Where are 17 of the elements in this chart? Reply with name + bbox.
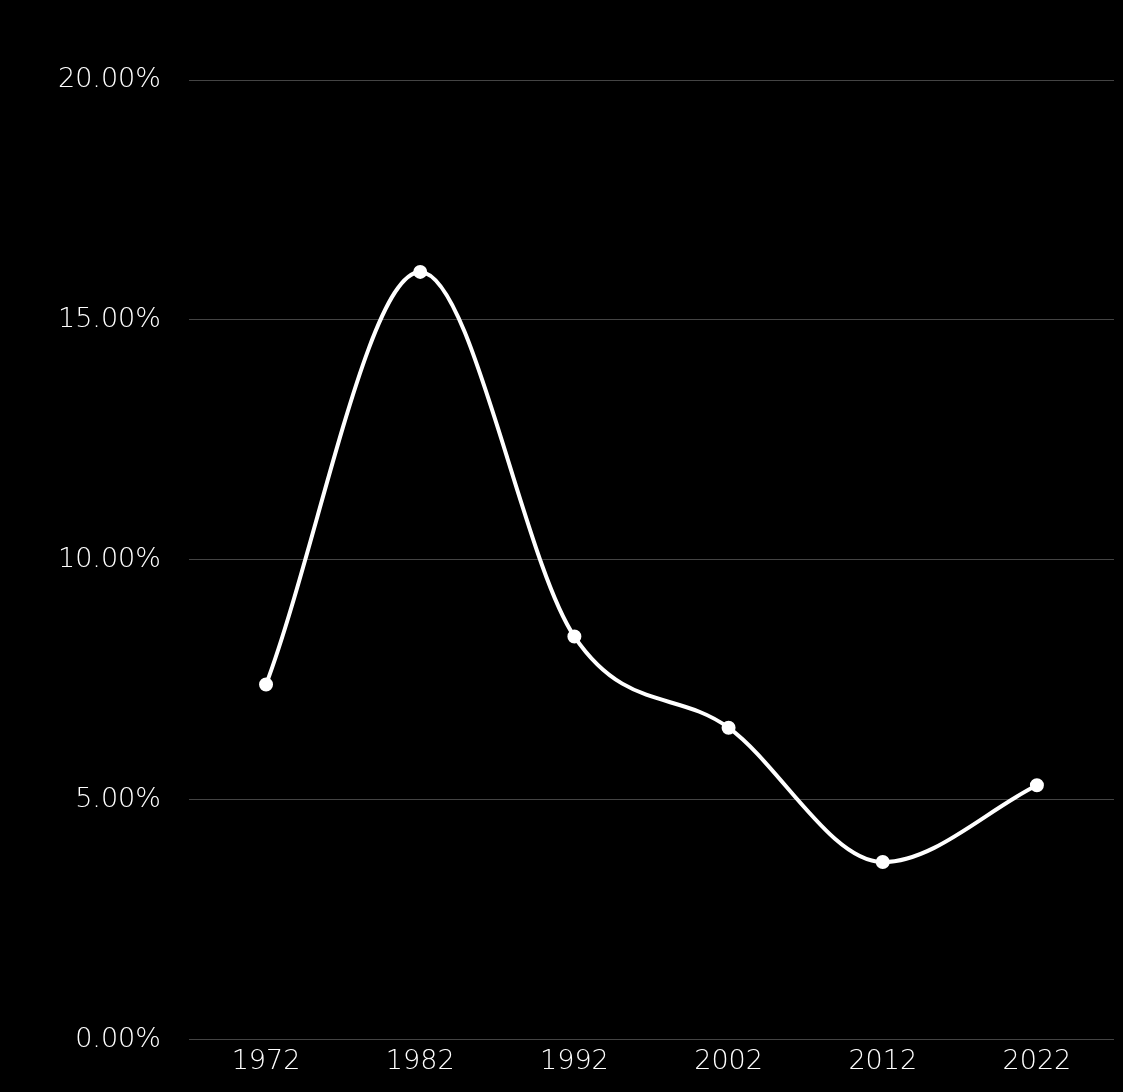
x-tick-label: 1992 <box>540 1043 609 1075</box>
point <box>567 629 582 644</box>
x-tick-label: 1982 <box>385 1043 455 1075</box>
y-tick-label: 15.00% <box>58 301 161 333</box>
x-tick-label: 2012 <box>848 1043 918 1075</box>
point <box>413 264 428 279</box>
point <box>259 677 274 692</box>
x-tick-label: 2002 <box>694 1043 763 1075</box>
x-tick-label: 1972 <box>231 1043 301 1075</box>
y-tick-label: 5.00% <box>75 781 161 813</box>
point <box>875 855 890 870</box>
point <box>721 720 736 735</box>
y-tick-label: 10.00% <box>58 541 161 573</box>
point <box>1029 778 1044 793</box>
y-tick-label: 20.00% <box>58 62 161 94</box>
y-tick-label: 0.00% <box>75 1021 161 1053</box>
x-tick-label: 2022 <box>1002 1043 1072 1075</box>
